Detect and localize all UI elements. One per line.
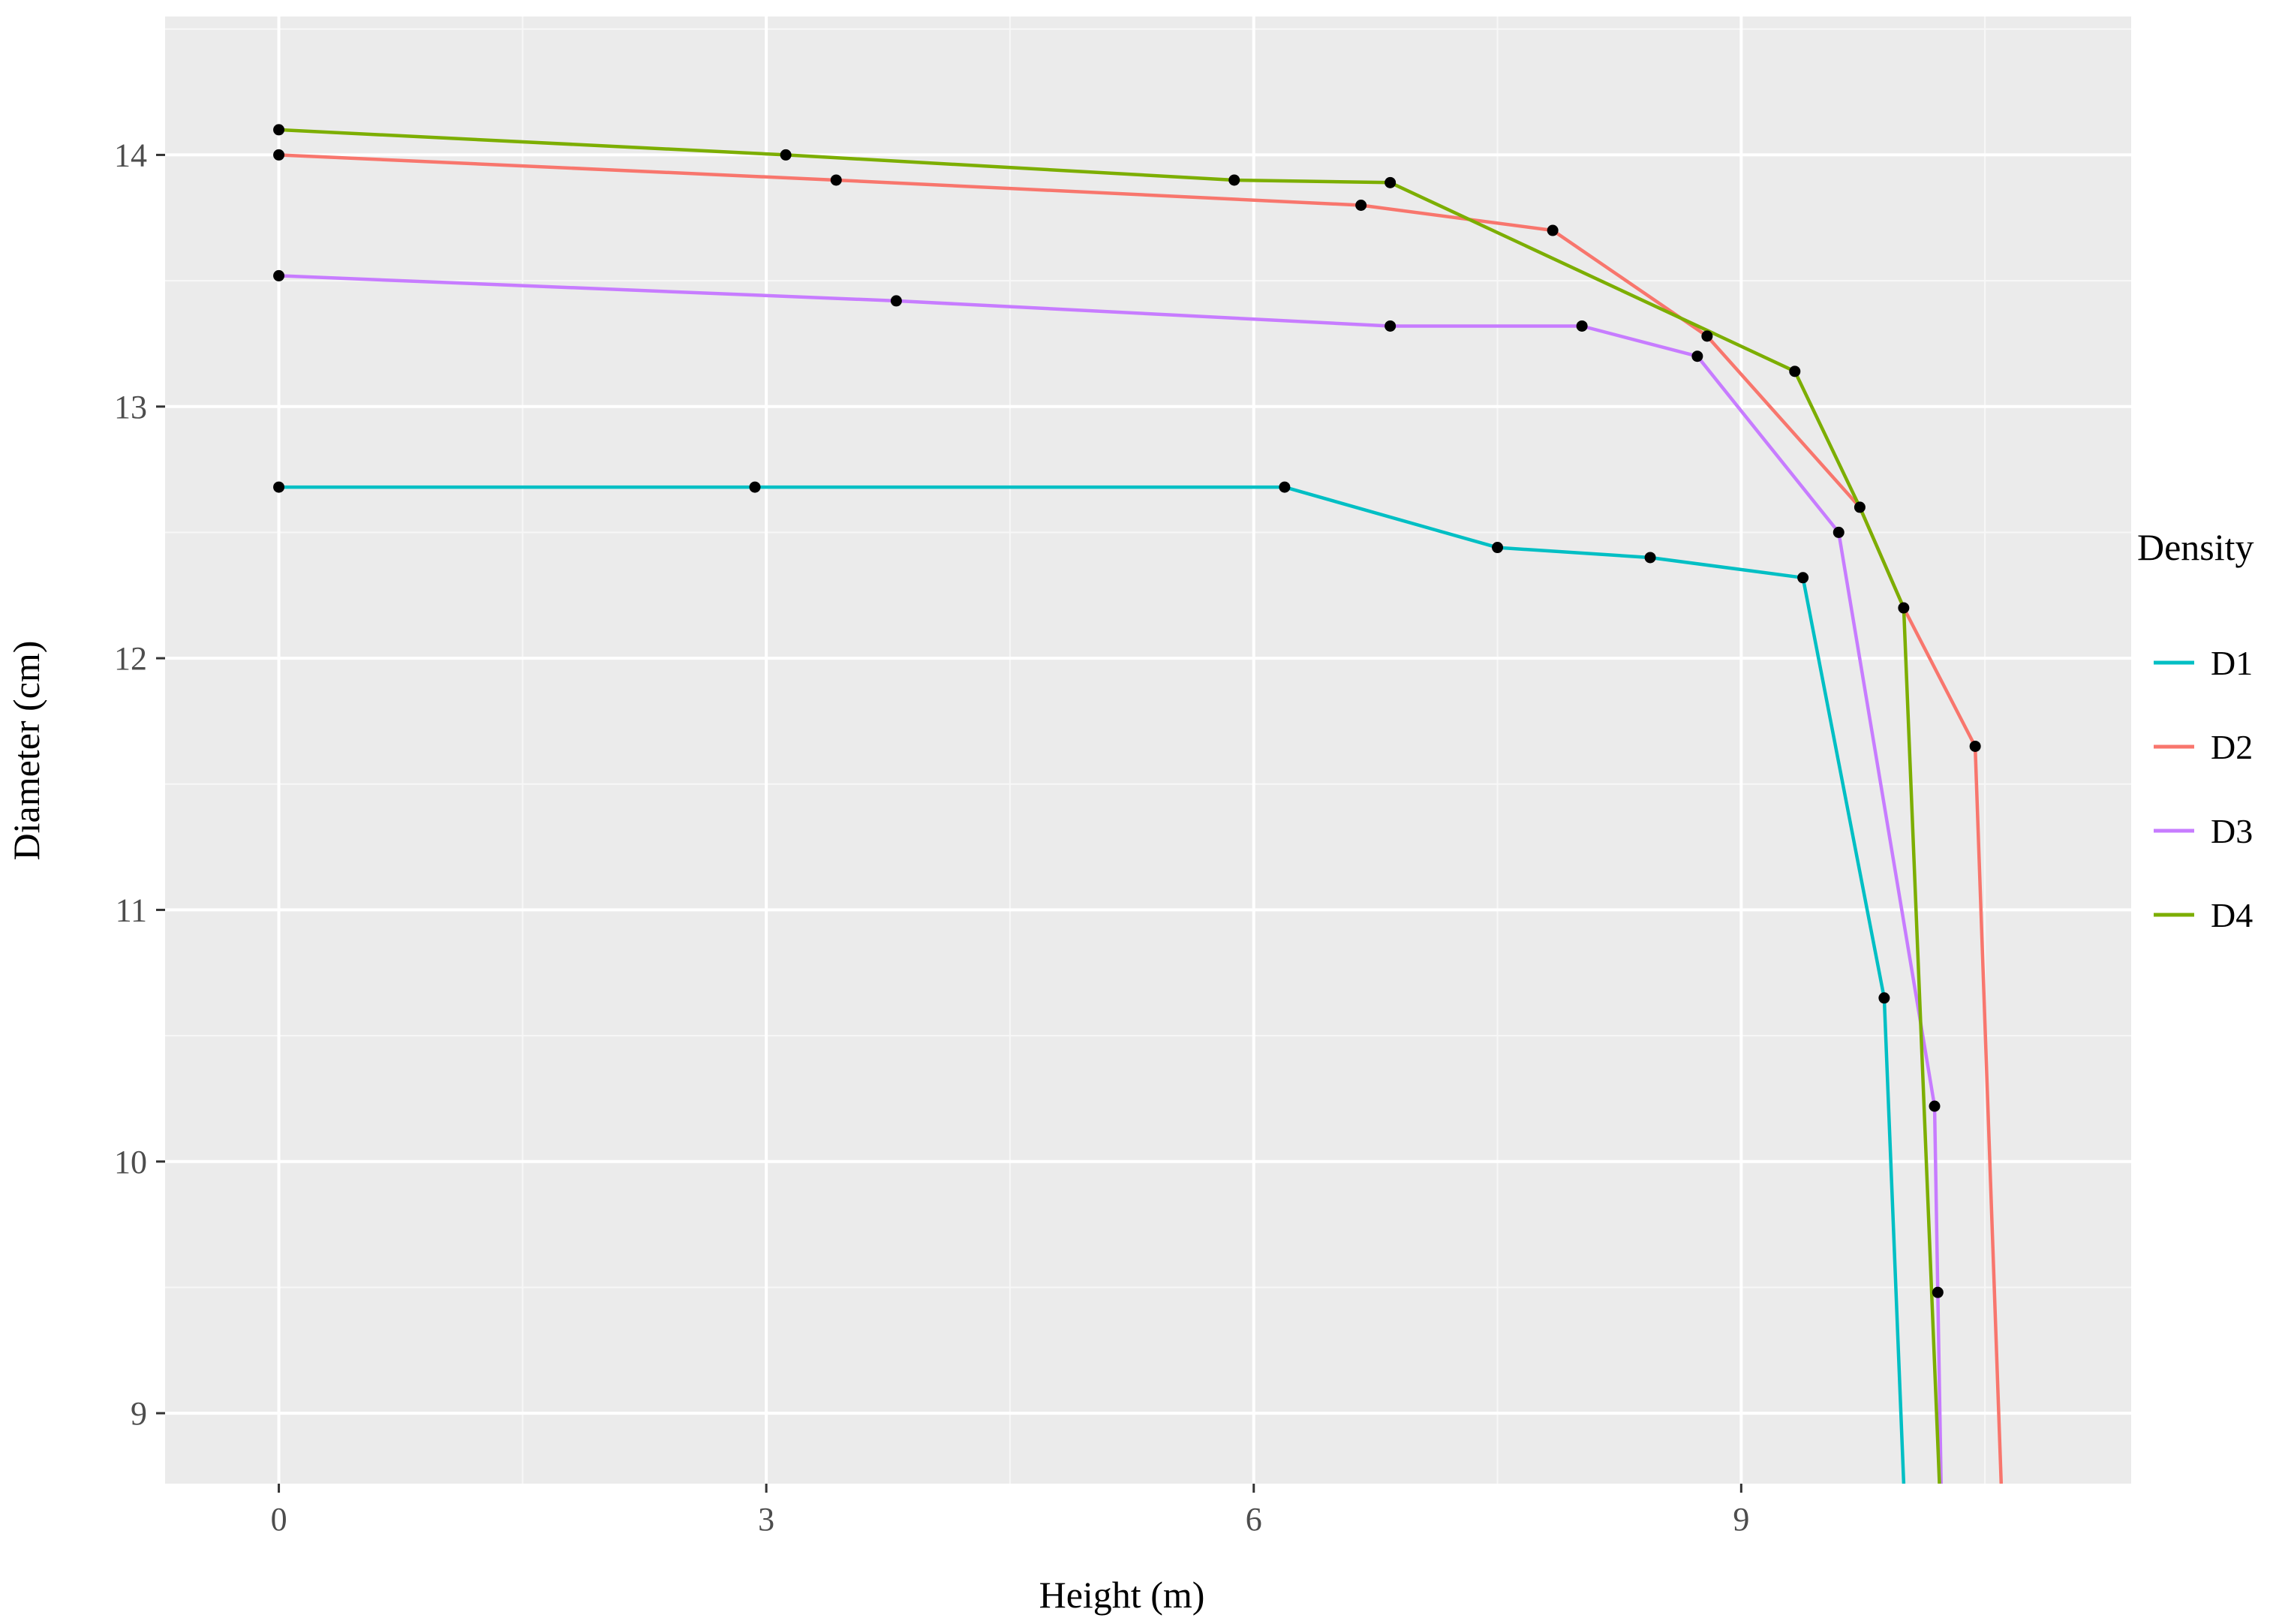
data-point-d2: [1969, 740, 1981, 752]
legend-keys: D1 D2 D3 D4: [2148, 637, 2253, 940]
plot-background: [165, 17, 2131, 1484]
series-points: [273, 124, 1981, 1298]
major-gridlines: [165, 17, 2131, 1484]
y-tick-label: 11: [116, 892, 147, 928]
data-point-d4: [1228, 174, 1240, 186]
data-point-d2: [1355, 200, 1367, 212]
data-point-d1: [273, 481, 285, 493]
data-point-d2: [1701, 330, 1713, 342]
data-point-d3: [1576, 320, 1588, 332]
data-point-d3: [1691, 350, 1703, 362]
data-point-d3: [1833, 526, 1845, 538]
data-point-d4: [273, 124, 285, 136]
legend-label-d4: D4: [2211, 896, 2253, 934]
data-point-d3: [273, 269, 285, 281]
data-point-d2: [1854, 501, 1866, 513]
legend: Density D1 D2 D3 D4: [2137, 526, 2254, 940]
data-point-d2: [830, 174, 842, 186]
data-point-d1: [1279, 481, 1291, 493]
data-point-d1: [1878, 992, 1890, 1004]
legend-title: Density: [2137, 526, 2254, 568]
x-tick-label: 0: [271, 1501, 287, 1538]
data-point-d4: [1789, 365, 1801, 377]
series-line-d1: [278, 485, 1906, 1484]
data-point-d1: [1644, 552, 1656, 564]
y-axis: 9 10 11 12 13 14: [114, 137, 165, 1432]
y-tick-label: 9: [131, 1395, 147, 1432]
y-tick-label: 13: [114, 389, 147, 426]
data-point-d2: [1547, 224, 1559, 236]
y-tick-label: 10: [114, 1144, 147, 1180]
series-line-d4: [278, 128, 1941, 1484]
legend-label-d2: D2: [2211, 728, 2253, 766]
x-axis-title: Height (m): [1039, 1574, 1205, 1616]
data-point-d4: [1385, 176, 1397, 188]
minor-gridlines: [165, 17, 2131, 1484]
legend-label-d1: D1: [2211, 644, 2253, 682]
y-tick-label: 14: [114, 137, 147, 173]
y-axis-title: Diameter (cm): [5, 641, 47, 861]
legend-label-d3: D3: [2211, 812, 2253, 850]
x-tick-label: 6: [1246, 1501, 1262, 1538]
data-point-d1: [1797, 572, 1809, 584]
x-tick-label: 3: [758, 1501, 774, 1538]
data-point-d4: [780, 149, 792, 161]
data-point-d2: [273, 149, 285, 161]
x-axis: 0 3 6 9: [271, 1484, 1749, 1538]
data-point-d1: [749, 481, 761, 493]
x-tick-label: 9: [1733, 1501, 1749, 1538]
data-point-d3: [1929, 1100, 1941, 1112]
data-point-d3: [890, 295, 902, 307]
data-point-d1: [1492, 542, 1504, 554]
data-point-d2: [1898, 602, 1910, 614]
data-point-d3: [1385, 320, 1397, 332]
data-point-d3: [1932, 1286, 1944, 1298]
y-tick-label: 12: [114, 640, 147, 677]
